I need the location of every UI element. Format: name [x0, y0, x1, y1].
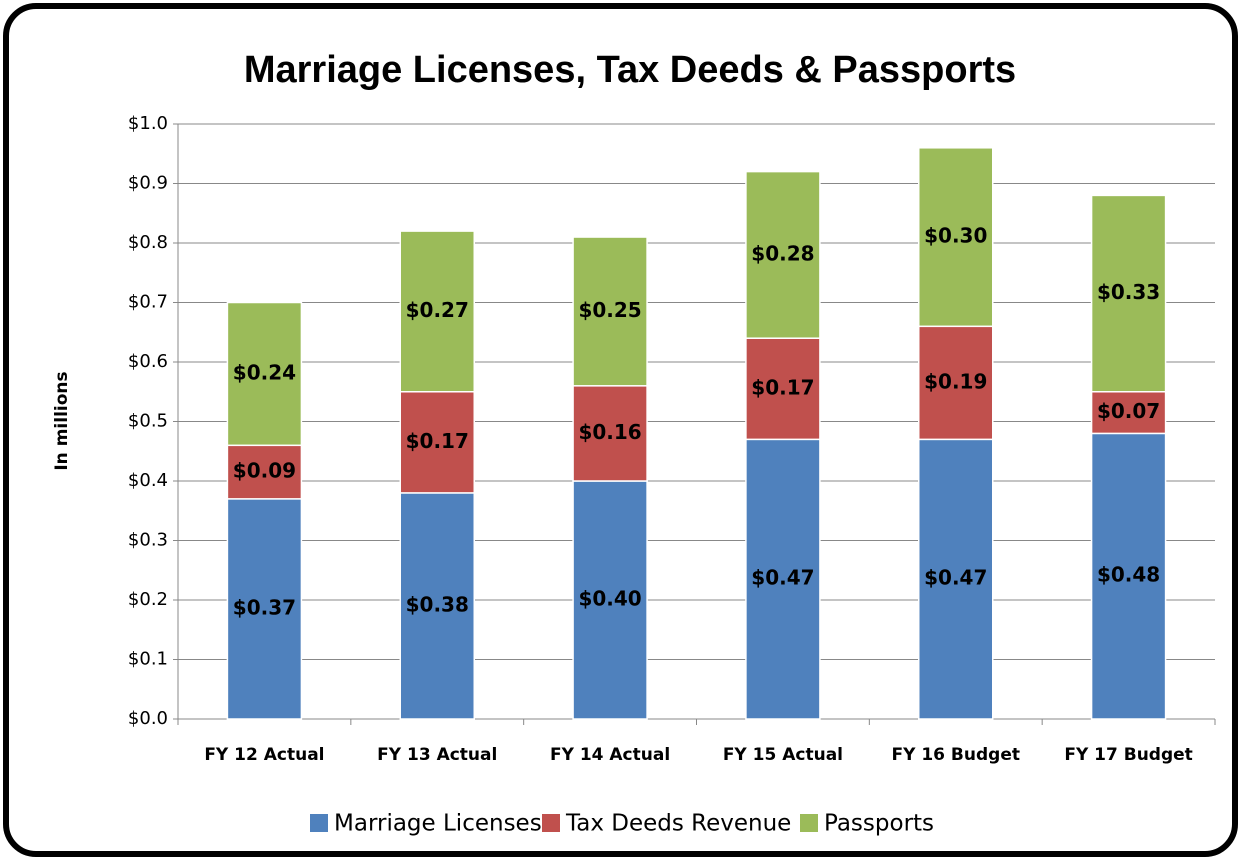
- data-label: $0.07: [1097, 399, 1160, 423]
- bar-segment: [399, 492, 475, 720]
- bar-segment: [572, 480, 648, 720]
- y-tick-label: $0.5: [128, 411, 168, 432]
- bar-segment: [918, 325, 994, 441]
- x-tick-label: FY 13 Actual: [377, 745, 497, 765]
- y-tick-label: $0.9: [128, 173, 168, 194]
- data-label: $0.47: [751, 566, 814, 590]
- legend-label: Passports: [824, 811, 934, 837]
- chart-title: Marriage Licenses, Tax Deeds & Passports: [244, 49, 1016, 91]
- bar-segment: [745, 337, 821, 441]
- legend-label: Marriage Licenses: [334, 811, 542, 837]
- y-tick-label: $0.4: [128, 470, 168, 491]
- y-tick-label: $0.6: [128, 351, 168, 372]
- data-label: $0.40: [578, 587, 641, 611]
- bar-segment: [572, 236, 648, 387]
- y-tick-label: $0.8: [128, 232, 168, 253]
- bar-segment: [226, 301, 303, 447]
- data-label: $0.09: [233, 459, 296, 483]
- data-label: $0.38: [406, 592, 469, 616]
- y-tick-label: $0.0: [128, 708, 168, 729]
- y-tick-label: $1.0: [128, 113, 168, 134]
- data-label: $0.37: [233, 595, 296, 619]
- legend-swatch: [800, 814, 818, 832]
- y-tick-label: $0.3: [128, 530, 168, 551]
- y-axis-label: In millions: [52, 371, 72, 470]
- data-label: $0.24: [233, 360, 296, 384]
- y-tick-label: $0.2: [128, 589, 168, 610]
- x-tick-label: FY 16 Budget: [892, 745, 1020, 765]
- bar-segment: [1090, 432, 1167, 720]
- data-label: $0.16: [578, 420, 641, 444]
- bar-segment: [918, 438, 994, 720]
- x-tick-label: FY 17 Budget: [1064, 745, 1192, 765]
- data-label: $0.48: [1097, 563, 1160, 587]
- bar-segment: [1090, 194, 1167, 393]
- y-tick-label: $0.1: [128, 649, 168, 670]
- legend-swatch: [310, 814, 328, 832]
- x-tick-label: FY 12 Actual: [204, 745, 324, 765]
- data-label: $0.17: [406, 429, 469, 453]
- legend-label: Tax Deeds Revenue: [565, 811, 791, 837]
- data-label: $0.25: [578, 298, 641, 322]
- bar-segment: [1090, 391, 1167, 435]
- bar-segment: [918, 147, 994, 328]
- bar-segment: [399, 230, 475, 393]
- legend-swatch: [542, 814, 560, 832]
- x-tick-label: FY 15 Actual: [723, 745, 843, 765]
- bar-segment: [226, 444, 303, 500]
- data-label: $0.19: [924, 369, 987, 393]
- x-tick-label: FY 14 Actual: [550, 745, 670, 765]
- data-label: $0.33: [1097, 280, 1160, 304]
- bar-segment: [745, 170, 821, 339]
- data-label: $0.17: [751, 375, 814, 399]
- data-label: $0.28: [751, 241, 814, 265]
- data-label: $0.27: [406, 298, 469, 322]
- data-label: $0.30: [924, 224, 987, 248]
- bar-segment: [399, 391, 475, 494]
- y-tick-label: $0.7: [128, 292, 168, 313]
- data-label: $0.47: [924, 566, 987, 590]
